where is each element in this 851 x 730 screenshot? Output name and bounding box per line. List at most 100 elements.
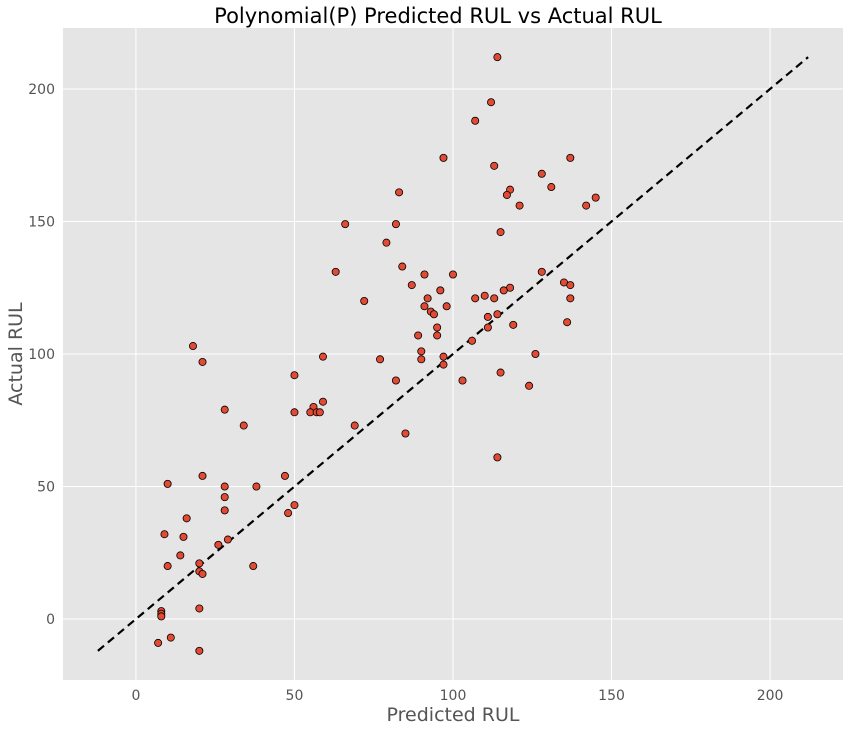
data-point (220, 493, 229, 502)
data-point (582, 201, 591, 210)
data-point (188, 342, 197, 351)
data-point (490, 294, 499, 303)
data-point (563, 318, 572, 327)
x-tick-label: 150 (598, 688, 625, 704)
data-point (341, 220, 350, 229)
data-point (448, 270, 457, 279)
data-point (414, 331, 423, 340)
data-point (157, 612, 166, 621)
data-point (391, 220, 400, 229)
data-point (471, 116, 480, 125)
chart-title: Polynomial(P) Predicted RUL vs Actual RU… (214, 4, 662, 28)
data-point (480, 291, 489, 300)
data-point (318, 397, 327, 406)
data-point (531, 349, 540, 358)
data-point (163, 479, 172, 488)
data-point (395, 188, 404, 197)
x-tick-label: 0 (131, 688, 140, 704)
data-point (471, 294, 480, 303)
data-point (166, 633, 175, 642)
y-tick-label: 150 (28, 214, 55, 230)
data-point (566, 153, 575, 162)
data-point (439, 352, 448, 361)
data-point (417, 347, 426, 356)
data-point (436, 286, 445, 295)
data-point (280, 471, 289, 480)
data-point (176, 551, 185, 560)
data-point (350, 421, 359, 430)
data-point (195, 646, 204, 655)
data-point (401, 429, 410, 438)
data-point (483, 312, 492, 321)
data-point (318, 352, 327, 361)
y-tick-labels: 0 50 100 150 200 (28, 82, 55, 628)
data-point (252, 482, 261, 491)
data-point (429, 310, 438, 319)
data-point (407, 281, 416, 290)
data-point (376, 355, 385, 364)
data-point (496, 228, 505, 237)
data-point (382, 238, 391, 247)
data-point (566, 281, 575, 290)
data-point (391, 376, 400, 385)
data-point (198, 471, 207, 480)
data-point (223, 535, 232, 544)
data-point (433, 331, 442, 340)
data-point (515, 201, 524, 210)
data-point (239, 421, 248, 430)
data-point (493, 53, 502, 62)
data-point (220, 405, 229, 414)
data-point (420, 270, 429, 279)
data-point (537, 169, 546, 178)
data-point (398, 262, 407, 271)
data-point (198, 569, 207, 578)
y-tick-label: 100 (28, 347, 55, 363)
data-point (249, 562, 258, 571)
data-point (154, 638, 163, 647)
data-point (214, 540, 223, 549)
y-axis-label: Actual RUL (5, 302, 27, 406)
data-point (163, 562, 172, 571)
reference-line (97, 56, 809, 652)
data-point (439, 153, 448, 162)
data-point (493, 453, 502, 462)
data-point (198, 357, 207, 366)
data-point (290, 501, 299, 510)
data-point (487, 98, 496, 107)
y-tick-label: 0 (46, 612, 55, 628)
data-point (591, 193, 600, 202)
data-point (331, 267, 340, 276)
x-tick-label: 100 (440, 688, 467, 704)
data-point (525, 381, 534, 390)
data-point (179, 532, 188, 541)
data-point (493, 310, 502, 319)
data-point (468, 336, 477, 345)
data-point (284, 509, 293, 518)
points-layer (154, 53, 600, 655)
x-tick-label: 50 (286, 688, 304, 704)
x-tick-labels: 0 50 100 150 200 (131, 688, 783, 704)
data-point (315, 408, 324, 417)
data-point (442, 302, 451, 311)
data-point (220, 506, 229, 515)
data-point (499, 286, 508, 295)
data-point (483, 323, 492, 332)
data-point (458, 376, 467, 385)
y-tick-label: 200 (28, 82, 55, 98)
data-point (502, 190, 511, 199)
data-point (182, 514, 191, 523)
data-point (566, 294, 575, 303)
reference-line-layer (97, 56, 809, 652)
data-point (290, 371, 299, 380)
data-point (439, 360, 448, 369)
data-point (360, 296, 369, 305)
data-point (160, 530, 169, 539)
y-tick-label: 50 (37, 480, 55, 496)
data-point (220, 482, 229, 491)
data-point (433, 323, 442, 332)
data-point (490, 161, 499, 170)
data-point (537, 267, 546, 276)
x-tick-label: 200 (757, 688, 784, 704)
